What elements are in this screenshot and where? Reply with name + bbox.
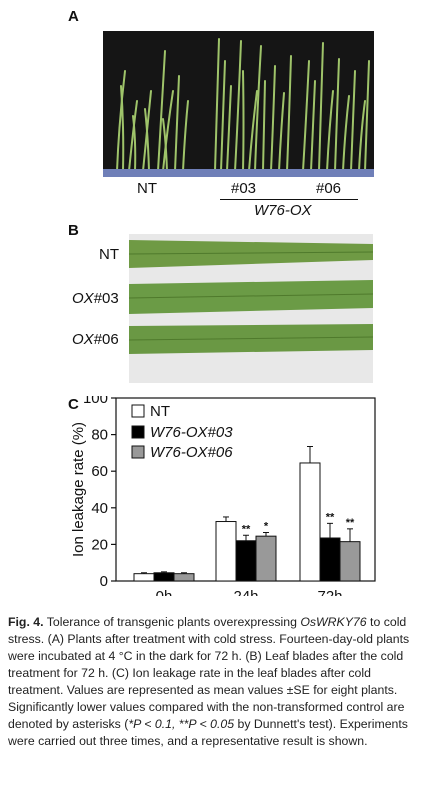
bar [319, 537, 341, 582]
bar [215, 521, 237, 582]
bar [133, 573, 155, 582]
group-underline [220, 199, 358, 200]
y-tick-label: 60 [91, 463, 108, 480]
caption-gene: OsWRKY76 [300, 615, 367, 629]
x-category-label: 72h [317, 588, 342, 596]
caption-p-values: *P < 0.1, **P < 0.05 [128, 717, 235, 731]
y-axis-label: Ion leakage rate (%) [70, 422, 87, 557]
bar [235, 540, 257, 582]
leaf-row-label-06: OX#06 [72, 331, 119, 348]
leaf-row-label-nt: NT [99, 246, 119, 263]
legend-swatch [131, 445, 145, 459]
group-label: W76-OX [254, 202, 312, 219]
significance-label: ** [242, 523, 251, 535]
plants-photo-svg [103, 31, 374, 177]
bar [299, 462, 321, 582]
caption-text-before: Tolerance of transgenic plants overexpre… [46, 615, 301, 629]
y-tick-label: 20 [91, 536, 108, 553]
legend-swatch [131, 404, 145, 418]
legend-label: W76-OX#03 [150, 424, 233, 441]
panel-b-letter: B [68, 222, 79, 239]
panel-a-letter: A [68, 8, 79, 25]
panel-c-letter: C [68, 396, 79, 413]
significance-label: * [264, 521, 269, 533]
legend-label: NT [150, 403, 170, 420]
x-category-label: 0h [156, 588, 173, 596]
bar [255, 535, 277, 582]
leaf-blades-photo [129, 234, 373, 383]
y-tick-label: 80 [91, 427, 108, 444]
legend-label: W76-OX#06 [150, 444, 233, 461]
caption-text-end: by Dunnett's test). Experiments were car… [8, 717, 408, 748]
bar [339, 541, 361, 582]
significance-label: ** [326, 511, 335, 523]
x-category-label: 24h [233, 588, 258, 596]
plants-photo [103, 31, 374, 177]
bar [153, 572, 175, 582]
y-tick-label: 40 [91, 500, 108, 517]
label-nt: NT [137, 180, 157, 197]
caption-fig-label: Fig. 4. [8, 615, 44, 629]
label-06: #06 [316, 180, 342, 197]
caption-text-after: to cold stress. (A) Plants after treatme… [8, 615, 410, 731]
leaf-blades-svg [129, 234, 373, 383]
leaf-row-label-03: OX#03 [72, 290, 119, 307]
label-03: #03 [231, 180, 257, 197]
bar [173, 573, 195, 582]
y-tick-label: 0 [100, 573, 108, 590]
figure-caption: Fig. 4. Tolerance of transgenic plants o… [8, 614, 426, 750]
significance-label: ** [346, 517, 355, 529]
y-tick-label: 100 [83, 396, 108, 407]
legend-swatch [131, 425, 145, 439]
